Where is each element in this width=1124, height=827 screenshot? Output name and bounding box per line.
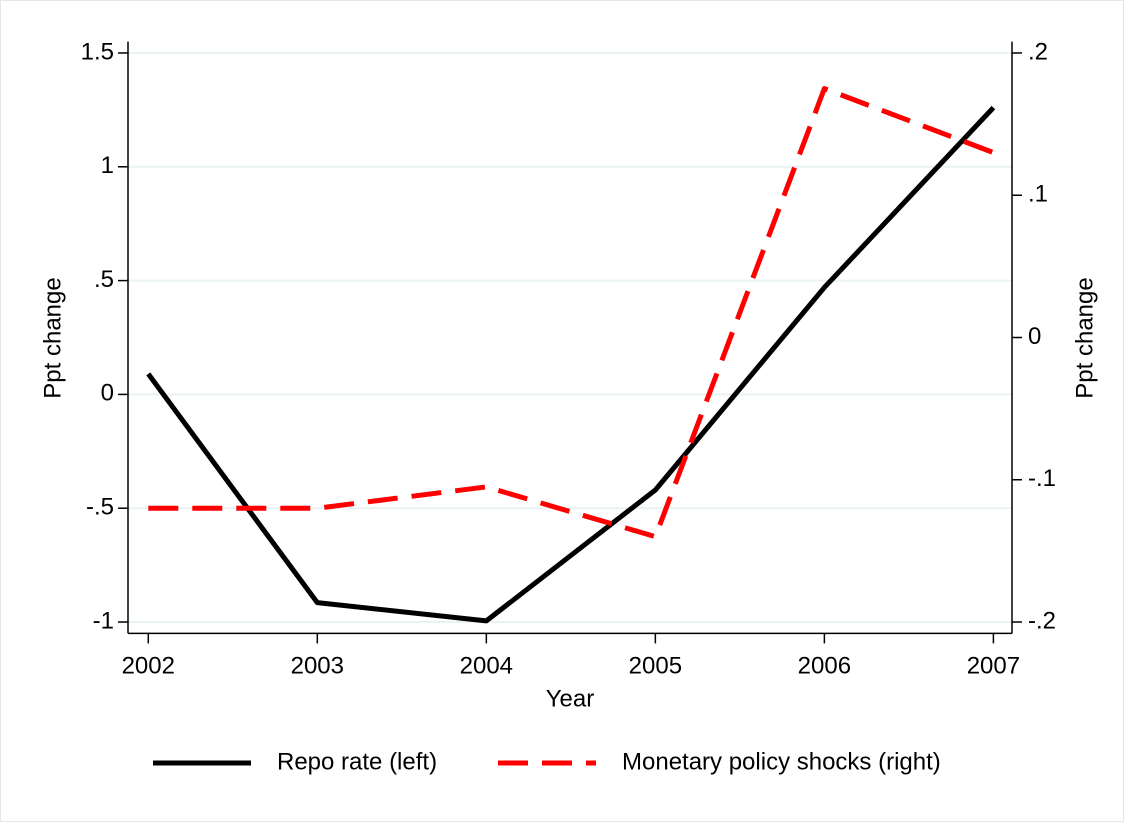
y2-tick-label: .1 bbox=[1028, 181, 1048, 208]
y-tick-label: 0 bbox=[101, 380, 114, 407]
y2-tick-label: 0 bbox=[1028, 323, 1041, 350]
x-tick-label: 2006 bbox=[798, 653, 851, 680]
series-line bbox=[148, 86, 995, 540]
y2-tick-label: .2 bbox=[1028, 38, 1048, 65]
x-tick-label: 2002 bbox=[122, 653, 175, 680]
y2-tick-label: -.1 bbox=[1028, 465, 1056, 492]
x-tick-label: 2007 bbox=[967, 653, 1020, 680]
legend-label: Monetary policy shocks (right) bbox=[622, 748, 941, 775]
y-tick-label: .5 bbox=[94, 266, 114, 293]
x-tick-label: 2004 bbox=[460, 653, 513, 680]
y-tick-label: 1 bbox=[101, 152, 114, 179]
y-axis-title: Ppt change bbox=[39, 277, 66, 398]
y-tick-label: -.5 bbox=[86, 494, 114, 521]
x-axis-title: Year bbox=[546, 685, 595, 712]
x-tick-label: 2003 bbox=[291, 653, 344, 680]
legend-label: Repo rate (left) bbox=[277, 748, 437, 775]
y2-axis-title: Ppt change bbox=[1071, 277, 1098, 398]
y-tick-label: 1.5 bbox=[81, 38, 114, 65]
y2-tick-label: -.2 bbox=[1028, 607, 1056, 634]
series-line bbox=[146, 105, 996, 624]
y-tick-label: -1 bbox=[93, 607, 114, 634]
x-tick-label: 2005 bbox=[629, 653, 682, 680]
